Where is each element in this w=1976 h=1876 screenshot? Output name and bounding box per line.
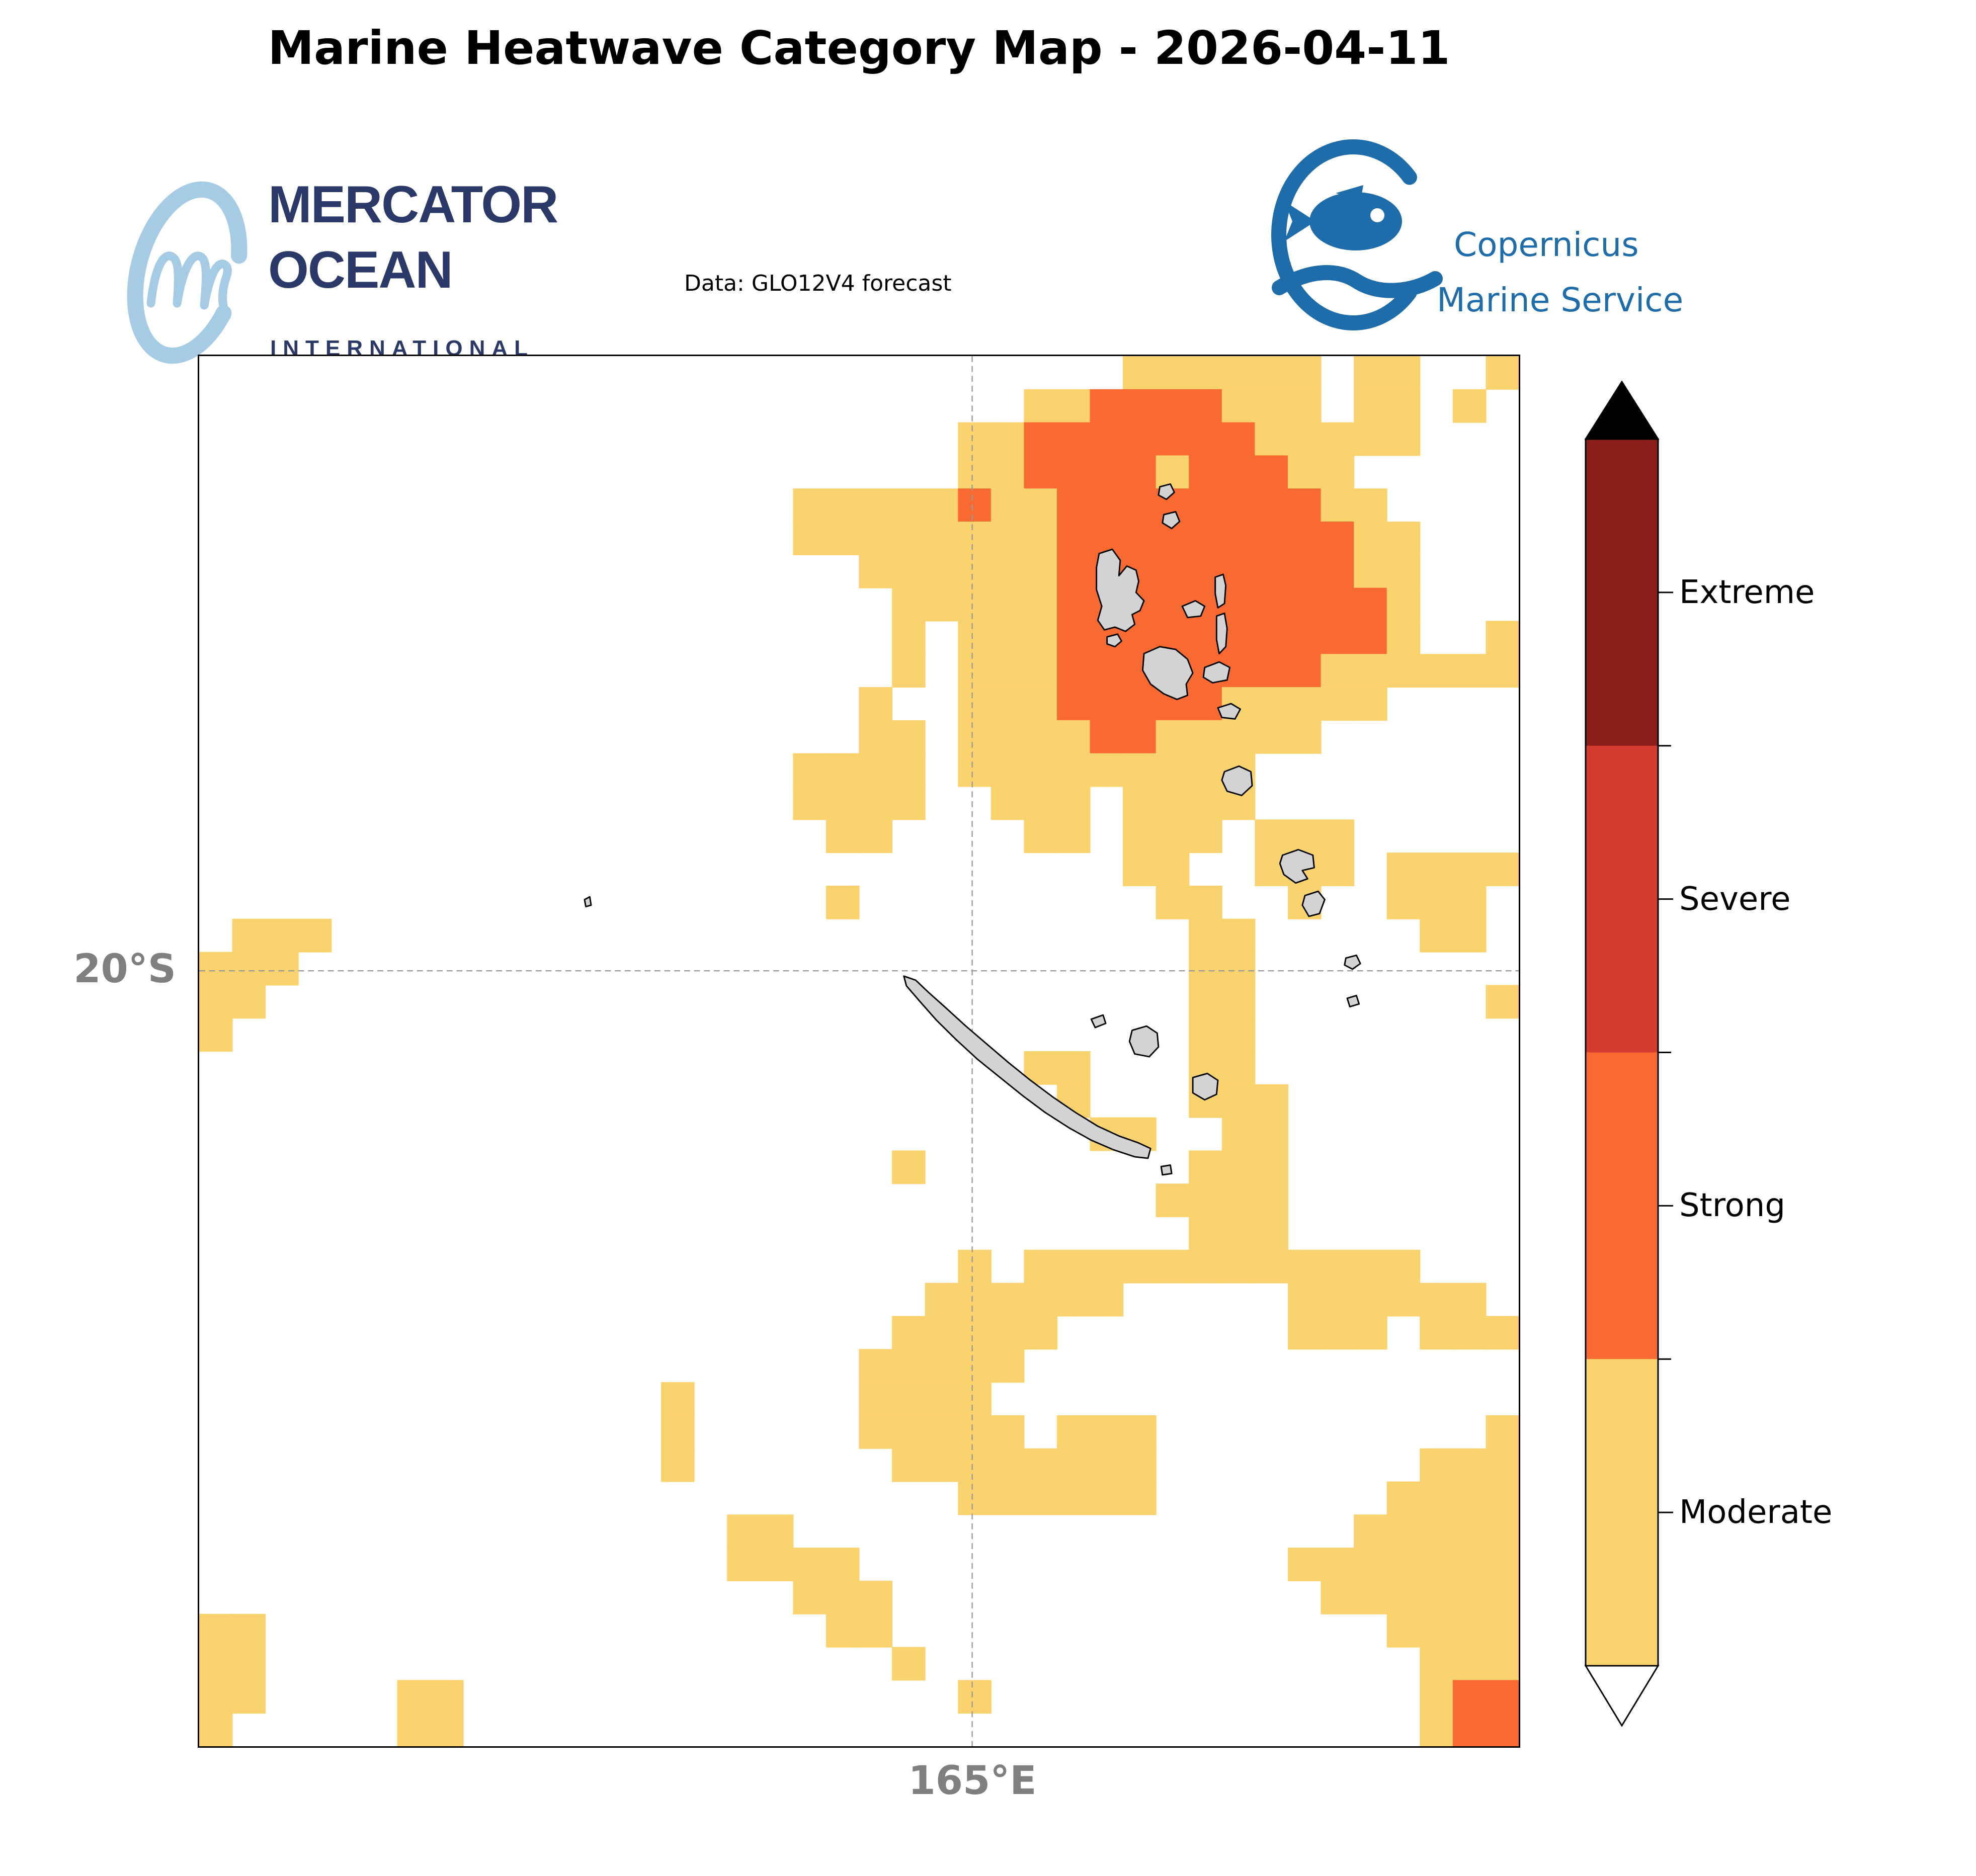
land-lifou	[1128, 1025, 1160, 1058]
mercator-logo-line1: MERCATOR	[268, 176, 558, 234]
copernicus-logo-icon	[1271, 139, 1443, 330]
land-pentecost	[1215, 612, 1228, 655]
land-efate	[1221, 765, 1253, 796]
fish-fin-icon	[1336, 185, 1363, 200]
copernicus-logo-line2: Marine Service	[1437, 281, 1684, 319]
land-erromango	[1279, 848, 1315, 884]
land-grande-terre-new-caledonia	[903, 975, 1151, 1159]
fish-tail-icon	[1284, 201, 1315, 241]
land-banks-north	[1158, 483, 1175, 500]
land-epi	[1217, 703, 1241, 720]
heatwave-category-cells	[199, 356, 1519, 1746]
mercator-logo-line2: OCEAN	[268, 241, 453, 299]
land-tanna	[1301, 890, 1326, 917]
land-espiritu-santo	[1096, 548, 1145, 632]
mercator-logo-icon	[127, 181, 248, 364]
land-ambrym	[1202, 661, 1231, 684]
colorbar-label-extreme: Extreme	[1679, 574, 1815, 611]
land-ambae	[1181, 600, 1206, 619]
land-malekula	[1142, 646, 1194, 701]
mercator-ring-icon	[127, 181, 248, 364]
colorbar	[1584, 380, 1705, 1727]
colorbar-label-moderate: Moderate	[1679, 1494, 1833, 1531]
fish-eye-icon	[1370, 208, 1384, 222]
land-islet-west	[584, 896, 592, 908]
copernicus-ring-icon	[1271, 139, 1435, 330]
colorbar-scale	[1584, 380, 1673, 1727]
fish-body-icon	[1309, 192, 1402, 250]
land-maewo	[1214, 573, 1227, 609]
mercator-m-icon	[146, 251, 232, 321]
land-malo	[1106, 633, 1122, 648]
land-matthew-islet	[1346, 994, 1360, 1008]
land-mare	[1192, 1072, 1219, 1101]
copernicus-logo-line1: Copernicus	[1454, 225, 1639, 264]
land-ouvea	[1090, 1014, 1107, 1029]
land-walpole	[1160, 1164, 1173, 1176]
y-axis-tick-label: 20°S	[73, 947, 176, 992]
land-polygons	[584, 483, 1361, 1176]
wave-icon	[1272, 265, 1443, 298]
map-panel	[198, 355, 1520, 1748]
data-source-label: Data: GLO12V4 forecast	[684, 271, 952, 296]
land-aneityum	[1344, 954, 1361, 970]
heatwave-map	[199, 356, 1519, 1746]
land-banks-south	[1162, 510, 1181, 530]
colorbar-label-strong: Strong	[1679, 1187, 1785, 1224]
page-title: Marine Heatwave Category Map - 2026-04-1…	[268, 21, 1450, 75]
x-axis-tick-label: 165°E	[908, 1758, 1037, 1804]
colorbar-label-severe: Severe	[1679, 881, 1791, 918]
